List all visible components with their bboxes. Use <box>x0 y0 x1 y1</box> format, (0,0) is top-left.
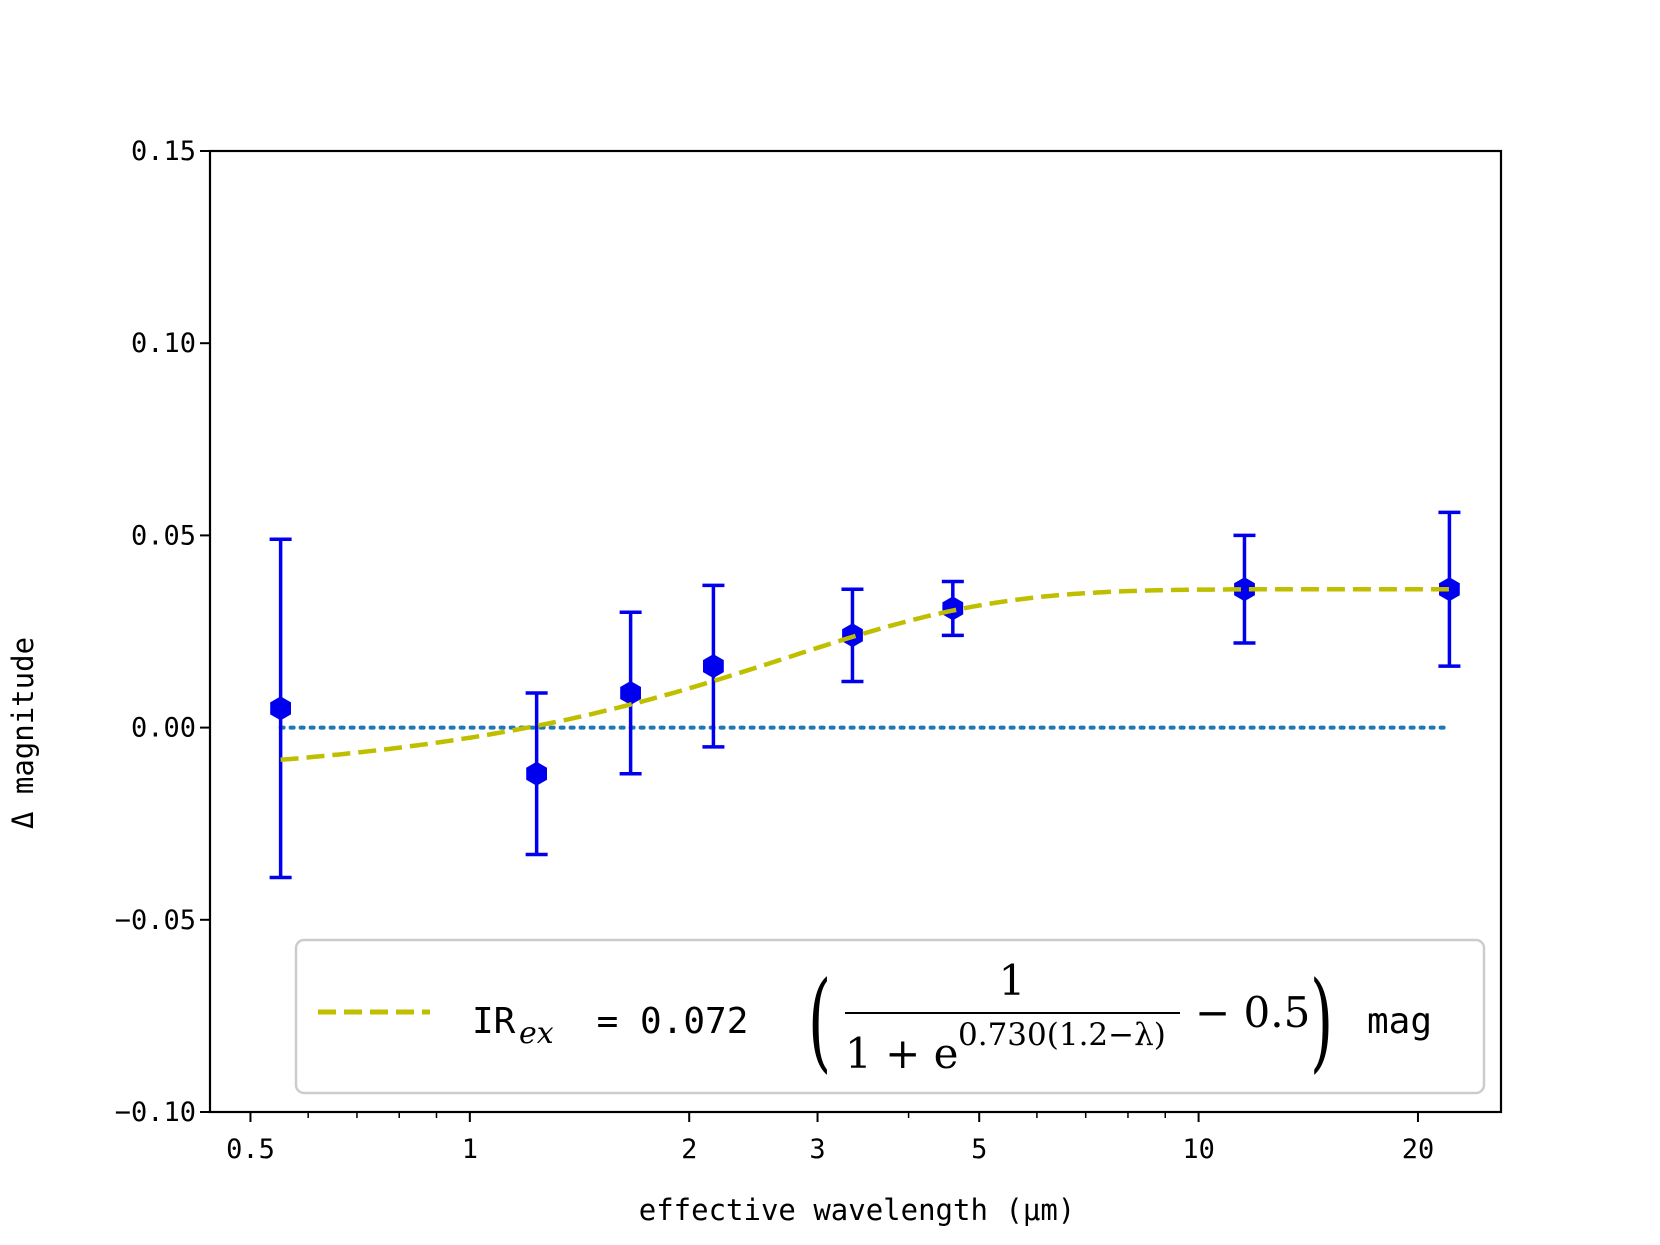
legend-label-sub: ex <box>519 1016 554 1051</box>
data-point <box>703 654 724 679</box>
data-point <box>1439 577 1460 602</box>
x-tick-label: 2 <box>681 1134 697 1165</box>
data-point <box>620 681 641 705</box>
y-tick-label: 0.00 <box>131 713 196 744</box>
legend-unit: mag <box>1367 1001 1432 1042</box>
data-point <box>526 761 547 786</box>
x-tick-label: 3 <box>809 1134 825 1165</box>
legend-minus-term: − 0.5 <box>1195 988 1310 1037</box>
plot-area <box>269 510 1461 880</box>
axes: 0.15 0.10 0.05 0.00 −0.05 −0.10 0.5 1 2 3 5 10 20 <box>115 136 1503 1165</box>
legend-paren-open: ( <box>808 958 831 1084</box>
x-tick-label: 1 <box>462 1134 478 1165</box>
x-axis-title: effective wavelength (μm) <box>639 1193 1076 1227</box>
legend-label-equals: = 0.072 <box>575 1001 770 1042</box>
y-tick-label: −0.10 <box>115 1097 196 1128</box>
legend-label-prefix: IR <box>472 1001 516 1042</box>
data-point <box>1234 577 1255 602</box>
legend-numerator: 1 <box>999 956 1026 1005</box>
y-axis-title: Δ magnitude <box>6 637 40 829</box>
legend-paren-close: ) <box>1310 958 1333 1084</box>
legend-denominator-base: 1 + e <box>845 1029 958 1078</box>
y-tick-label: 0.15 <box>131 136 196 167</box>
legend: IR ex = 0.072 ( 1 1 + e 0.730(1.2−λ) − 0… <box>294 938 1486 1095</box>
y-tick-label: 0.10 <box>131 328 196 359</box>
fit-curve <box>280 586 1450 763</box>
x-tick-label: 0.5 <box>226 1134 275 1165</box>
data-point <box>270 696 291 721</box>
x-tick-label: 5 <box>971 1134 987 1165</box>
legend-exponent: 0.730(1.2−λ) <box>958 1017 1166 1053</box>
axes-frame <box>208 149 1503 1114</box>
y-tick-label: −0.05 <box>115 905 196 936</box>
y-tick-label: 0.05 <box>131 520 196 551</box>
x-tick-label: 10 <box>1182 1134 1215 1165</box>
x-tick-label: 20 <box>1402 1134 1435 1165</box>
legend-box <box>294 938 1486 1095</box>
